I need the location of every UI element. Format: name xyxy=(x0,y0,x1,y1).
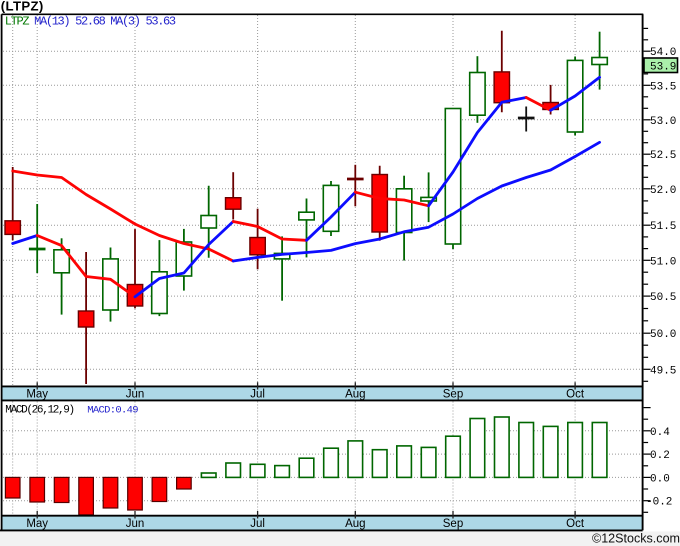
svg-text:Oct: Oct xyxy=(566,518,585,530)
svg-text:(LTPZ): (LTPZ) xyxy=(1,0,44,14)
svg-text:Sep: Sep xyxy=(443,389,463,401)
svg-text:53.9: 53.9 xyxy=(650,61,676,73)
svg-text:Jul: Jul xyxy=(250,518,265,530)
svg-text:51.0: 51.0 xyxy=(650,256,676,268)
svg-text:50.5: 50.5 xyxy=(650,292,676,304)
svg-text:LTPZ MA(13) 52.68 MA(3) 53.63: LTPZ MA(13) 52.68 MA(3) 53.63 xyxy=(5,15,176,29)
svg-text:0.0: 0.0 xyxy=(650,473,670,485)
svg-text:Jun: Jun xyxy=(126,518,145,530)
svg-text:May: May xyxy=(26,389,48,401)
svg-text:54.0: 54.0 xyxy=(650,47,676,59)
svg-text:50.0: 50.0 xyxy=(650,329,676,341)
svg-text:Jul: Jul xyxy=(250,389,265,401)
svg-text:49.5: 49.5 xyxy=(650,365,676,377)
svg-text:Aug: Aug xyxy=(345,389,365,401)
svg-text:MACD(26,12,9): MACD(26,12,9) xyxy=(5,405,74,417)
svg-text:©12Stocks.com: ©12Stocks.com xyxy=(592,531,680,545)
svg-text:51.5: 51.5 xyxy=(650,221,676,233)
svg-text:Sep: Sep xyxy=(443,518,463,530)
svg-text:0.4: 0.4 xyxy=(650,427,670,439)
svg-text:-0.2: -0.2 xyxy=(646,497,672,509)
svg-text:May: May xyxy=(26,518,48,530)
svg-text:52.5: 52.5 xyxy=(650,150,676,162)
svg-text:Aug: Aug xyxy=(345,518,365,530)
svg-text:53.0: 53.0 xyxy=(650,116,676,128)
svg-text:53.5: 53.5 xyxy=(650,81,676,93)
svg-text:0.2: 0.2 xyxy=(650,450,670,462)
svg-text:MACD:0.49: MACD:0.49 xyxy=(87,405,138,417)
svg-text:Jun: Jun xyxy=(126,389,145,401)
svg-text:Oct: Oct xyxy=(566,389,585,401)
svg-text:52.0: 52.0 xyxy=(650,185,676,197)
